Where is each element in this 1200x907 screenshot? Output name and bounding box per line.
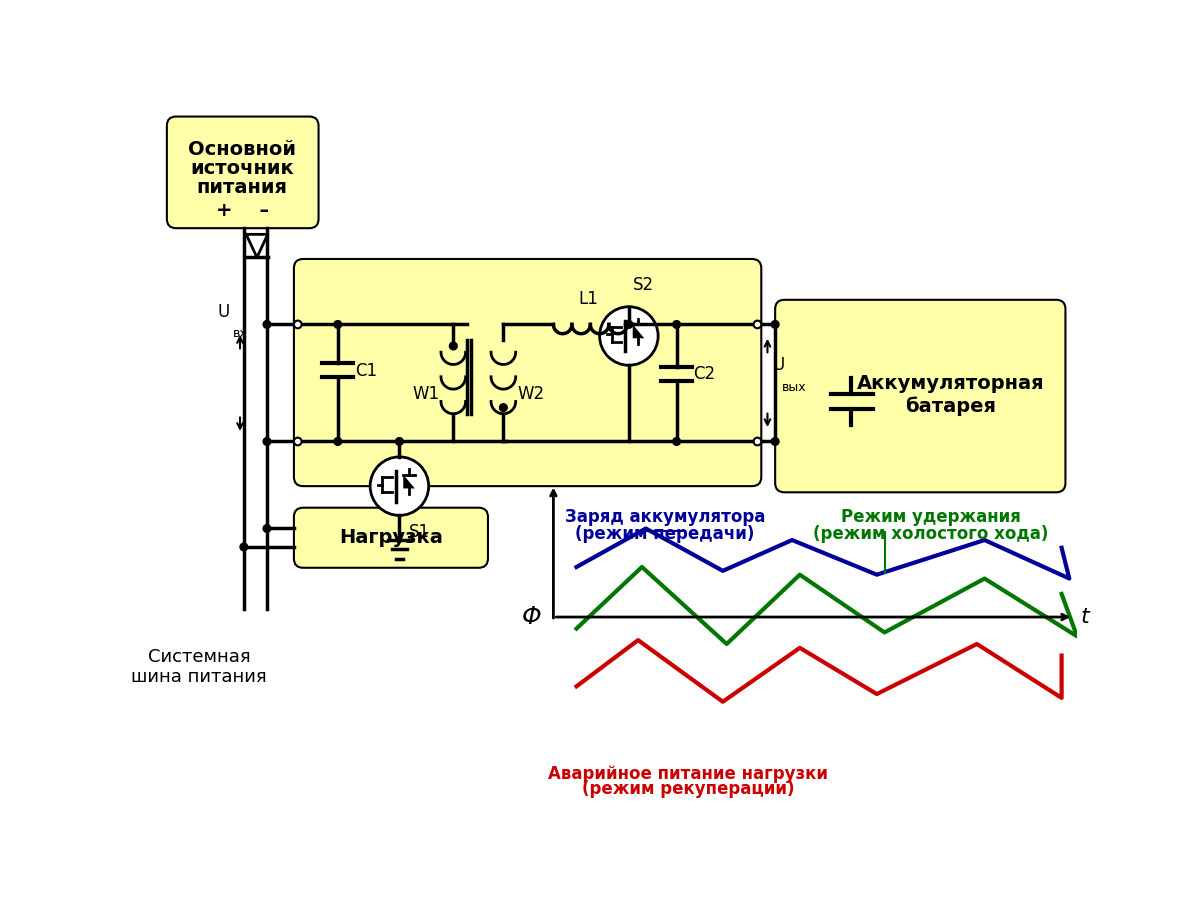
Text: Системная: Системная [148, 648, 251, 666]
Circle shape [334, 438, 342, 445]
Text: (режим рекуперации): (режим рекуперации) [582, 780, 794, 798]
Text: S2: S2 [632, 276, 654, 294]
Text: Φ: Φ [522, 605, 542, 629]
Text: S1: S1 [409, 523, 430, 541]
Text: U: U [773, 356, 785, 375]
Circle shape [772, 438, 779, 445]
Circle shape [263, 320, 271, 328]
Text: Режим удержания: Режим удержания [841, 508, 1021, 526]
Text: Аккумуляторная: Аккумуляторная [857, 375, 1044, 394]
Text: вх: вх [233, 327, 248, 340]
Circle shape [263, 524, 271, 532]
Text: W2: W2 [517, 385, 545, 403]
Circle shape [754, 320, 761, 328]
Text: C1: C1 [355, 362, 377, 380]
Text: Основной: Основной [188, 140, 296, 159]
Text: (режим холостого хода): (режим холостого хода) [814, 524, 1049, 542]
Polygon shape [403, 474, 415, 489]
Circle shape [673, 320, 680, 328]
Circle shape [370, 457, 428, 515]
FancyBboxPatch shape [294, 508, 488, 568]
Text: t: t [1081, 607, 1090, 627]
Text: источник: источник [191, 159, 294, 178]
Text: C2: C2 [694, 366, 715, 384]
Circle shape [625, 320, 632, 328]
Polygon shape [632, 325, 644, 338]
Circle shape [772, 320, 779, 328]
Text: шина питания: шина питания [131, 668, 268, 686]
Text: L1: L1 [578, 289, 598, 307]
Circle shape [240, 543, 247, 551]
Text: Заряд аккумулятора: Заряд аккумулятора [565, 508, 766, 526]
Circle shape [600, 307, 658, 366]
Circle shape [673, 438, 680, 445]
Text: питания: питания [197, 178, 288, 197]
Text: U: U [217, 303, 230, 320]
Circle shape [263, 438, 271, 445]
Text: батарея: батарея [905, 396, 996, 415]
Text: +    –: + – [216, 201, 269, 220]
Circle shape [450, 342, 457, 350]
FancyBboxPatch shape [294, 259, 761, 486]
FancyBboxPatch shape [167, 116, 318, 229]
Text: вых: вых [782, 381, 806, 394]
Text: (режим передачи): (режим передачи) [575, 524, 755, 542]
Text: Нагрузка: Нагрузка [338, 528, 443, 547]
Circle shape [334, 320, 342, 328]
Text: Аварийное питание нагрузки: Аварийное питание нагрузки [548, 765, 828, 783]
Circle shape [294, 438, 301, 445]
Circle shape [754, 438, 761, 445]
Text: W1: W1 [413, 385, 439, 403]
Circle shape [499, 404, 508, 412]
Polygon shape [246, 234, 268, 258]
FancyBboxPatch shape [775, 300, 1066, 493]
Circle shape [396, 438, 403, 445]
Circle shape [294, 320, 301, 328]
